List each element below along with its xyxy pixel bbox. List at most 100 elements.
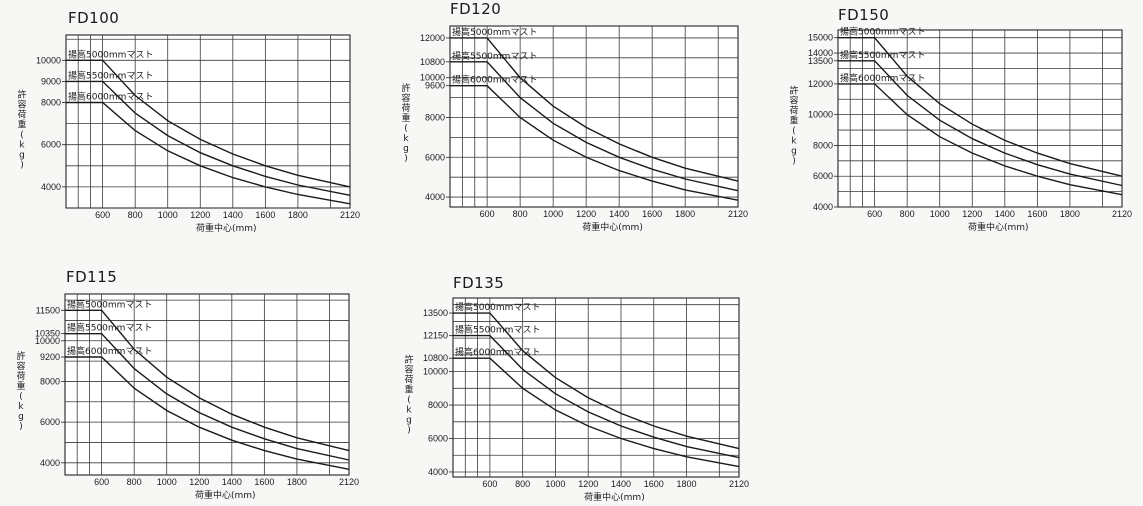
x-tick-label: 600 [482,479,497,489]
y-tick-label: 12000 [420,33,445,43]
x-tick-label: 1000 [543,209,563,219]
x-tick-label: 800 [900,209,915,219]
series-label: 揚高5000mmマスト [68,48,153,60]
x-tick-label: 2120 [339,477,359,487]
y-tick-label: 10000 [35,336,60,346]
y-tick-label: 4000 [428,467,448,477]
series-label: 揚高6000mmマスト [68,91,153,103]
y-tick-label: 8000 [41,98,61,108]
y-tick-label: 6000 [41,140,61,150]
series-label: 揚高6000mmマスト [452,74,537,86]
x-tick-label: 1400 [223,210,243,220]
y-tick-label: 8000 [428,400,448,410]
load-curve-2 [450,61,739,192]
series-label: 揚高5500mmマスト [455,324,540,336]
y-tick-label: 4000 [41,182,61,192]
chart-title: FD100 [68,9,119,27]
y-tick-label: 4000 [813,202,833,212]
x-tick-label: 1200 [190,210,210,220]
x-tick-label: 2120 [340,210,360,220]
y-tick-label: 10000 [36,55,61,65]
load-curve-1 [450,37,739,182]
chart-title: FD150 [838,6,889,24]
series-label: 揚高5000mmマスト [840,26,925,38]
plot-area [65,34,351,209]
x-tick-label: 1000 [158,210,178,220]
y-tick-label: 15000 [808,33,833,43]
x-tick-label: 1400 [611,479,631,489]
x-tick-label: 1200 [576,209,596,219]
y-axis-label: 許容荷重(k g) [17,88,26,170]
y-tick-label: 10800 [420,57,445,67]
load-curve-3 [450,85,739,201]
y-tick-label: 9200 [40,352,60,362]
x-tick-label: 1800 [1060,209,1080,219]
plot-area [64,293,350,476]
y-tick-label: 6000 [40,417,60,427]
load-curve-2 [453,334,740,459]
y-tick-label: 10000 [808,110,833,120]
x-tick-label: 800 [128,210,143,220]
y-tick-label: 8000 [813,140,833,150]
x-tick-label: 1400 [995,209,1015,219]
y-tick-label: 10800 [423,353,448,363]
y-tick-label: 8000 [40,376,60,386]
load-curve-3 [65,356,350,470]
x-tick-label: 1800 [288,210,308,220]
x-tick-label: 1800 [675,209,695,219]
plot-area [837,29,1123,208]
y-tick-label: 13500 [808,56,833,66]
load-curve-1 [838,37,1123,177]
load-curve-1 [66,59,351,188]
load-curve-3 [838,83,1123,196]
y-tick-label: 11500 [36,305,60,315]
chart-title: FD120 [450,0,501,18]
y-tick-label: 4000 [425,192,445,202]
y-tick-label: 9600 [425,81,445,91]
x-axis-label: 荷重中心(mm) [195,489,256,501]
series-label: 揚高5000mmマスト [452,26,537,38]
x-tick-label: 1800 [287,477,307,487]
y-tick-label: 10350 [35,329,60,339]
x-tick-label: 1000 [545,479,565,489]
y-tick-label: 14000 [808,48,833,58]
chart-panel-fd100: FD100 10000 9000 8000 6000 4000 600 800 1000 1200… [17,9,360,234]
x-tick-label: 2120 [728,209,748,219]
series-label: 揚高6000mmマスト [840,72,925,84]
x-axis-label: 荷重中心(mm) [584,491,645,503]
series-label: 揚高6000mmマスト [455,346,540,358]
x-tick-label: 1400 [609,209,629,219]
y-tick-label: 12150 [423,331,448,341]
x-axis-label: 荷重中心(mm) [196,222,257,234]
x-tick-label: 1400 [222,477,242,487]
x-tick-label: 1600 [255,210,275,220]
y-tick-label: 10000 [423,367,448,377]
x-tick-label: 1600 [254,477,274,487]
chart-panel-fd135: FD135 13500 12150 10800 10000 8000 6000 4000 600… [404,274,749,503]
x-tick-label: 600 [867,209,882,219]
x-tick-label: 1000 [930,209,950,219]
chart-title: FD135 [453,274,504,292]
load-curve-3 [453,357,740,468]
x-tick-label: 1600 [644,479,664,489]
y-axis-label: 許容荷重(k g) [16,350,25,432]
x-tick-label: 1200 [189,477,209,487]
series-label: 揚高6000mmマスト [67,345,152,357]
x-axis-label: 荷重中心(mm) [582,221,643,233]
y-tick-label: 4000 [40,458,60,468]
y-axis-label: 許容荷重(k g) [404,353,413,435]
x-tick-label: 2120 [1112,209,1132,219]
load-curve-1 [65,309,350,452]
series-label: 揚高5000mmマスト [67,298,152,310]
x-tick-label: 2120 [729,479,749,489]
x-tick-label: 1800 [677,479,697,489]
load-curve-2 [65,333,350,461]
x-tick-label: 1200 [962,209,982,219]
y-axis-label: 許容荷重(k g) [789,85,798,167]
x-tick-label: 800 [127,477,142,487]
x-tick-label: 1600 [1027,209,1047,219]
series-label: 揚高5000mmマスト [455,301,540,313]
x-tick-label: 600 [95,210,110,220]
